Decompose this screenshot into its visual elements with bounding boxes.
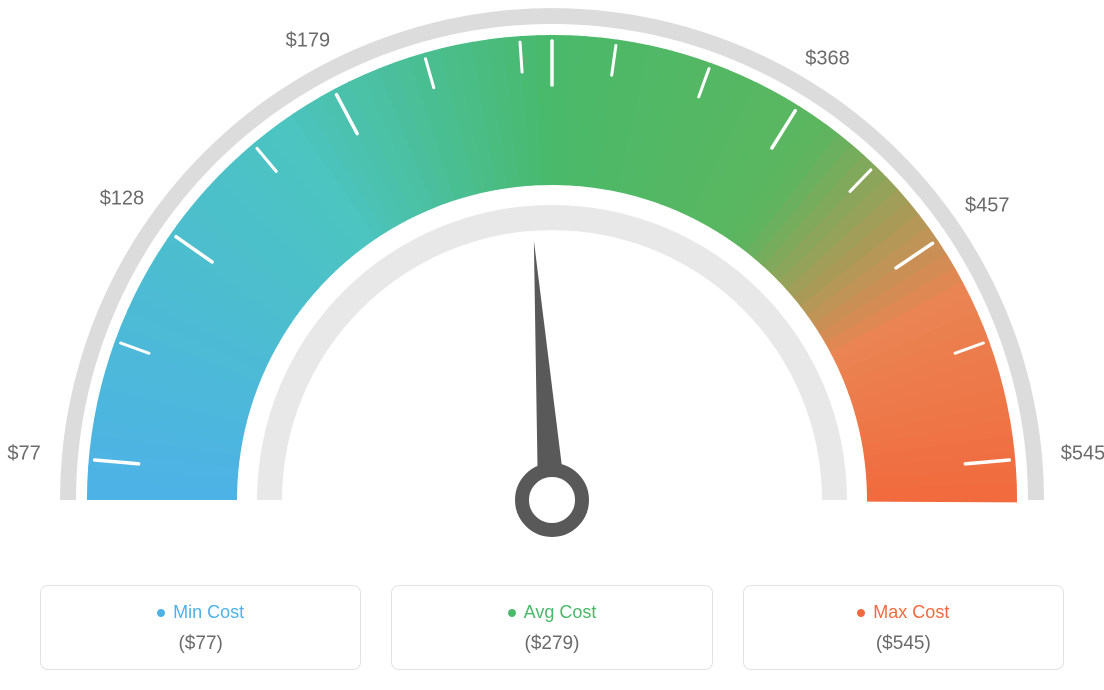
gauge-tick-label: $545 (1061, 442, 1104, 465)
legend-title-max: Max Cost (857, 602, 949, 623)
gauge-svg (0, 0, 1104, 560)
dot-icon (508, 609, 516, 617)
gauge-tick-label: $368 (805, 48, 850, 71)
legend-value-min: ($77) (51, 633, 350, 655)
gauge-tick-label: $128 (100, 187, 145, 210)
gauge-tick-label: $179 (286, 29, 331, 52)
legend-title-text: Max Cost (873, 602, 949, 623)
gauge-needle-hub (522, 470, 582, 530)
gauge-area: $77$128$179$279$368$457$545 (0, 0, 1104, 560)
gauge-chart-container: $77$128$179$279$368$457$545 Min Cost ($7… (0, 0, 1104, 690)
legend-title-min: Min Cost (157, 602, 244, 623)
legend-box-avg: Avg Cost ($279) (391, 585, 712, 670)
legend-value-avg: ($279) (402, 633, 701, 655)
gauge-needle (534, 241, 566, 501)
dot-icon (157, 609, 165, 617)
legend-box-max: Max Cost ($545) (743, 585, 1064, 670)
legend-title-text: Min Cost (173, 602, 244, 623)
legend-title-text: Avg Cost (524, 602, 597, 623)
legend-box-min: Min Cost ($77) (40, 585, 361, 670)
dot-icon (857, 609, 865, 617)
gauge-tick-label: $457 (965, 195, 1010, 218)
legend-title-avg: Avg Cost (508, 602, 597, 623)
legend-value-max: ($545) (754, 633, 1053, 655)
legend: Min Cost ($77) Avg Cost ($279) Max Cost … (40, 585, 1064, 670)
gauge-tick-label: $77 (7, 442, 40, 465)
